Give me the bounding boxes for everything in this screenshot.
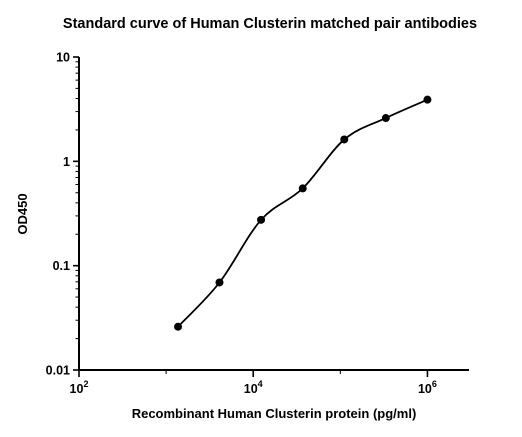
- data-point: [381, 114, 390, 123]
- data-point: [174, 322, 183, 331]
- x-axis-label: Recombinant Human Clusterin protein (pg/…: [132, 406, 417, 421]
- y-tick-label: 0.1: [53, 259, 70, 273]
- y-tick-label: 0.01: [46, 364, 70, 378]
- data-point: [340, 135, 349, 144]
- y-axis: 0.01 0.1 1 10: [46, 51, 80, 378]
- x-tick-label: 104: [244, 379, 263, 396]
- y-tick-label: 10: [56, 51, 70, 65]
- x-axis: 102 104 106: [70, 369, 469, 396]
- data-point: [423, 95, 432, 104]
- data-points: [174, 95, 432, 331]
- data-point: [298, 184, 307, 193]
- x-tick-label: 106: [418, 379, 437, 396]
- data-point: [257, 215, 266, 224]
- y-axis-label: OD450: [15, 193, 30, 234]
- fit-curve: [177, 98, 428, 328]
- x-tick-label: 102: [70, 379, 89, 396]
- y-tick-label: 1: [63, 155, 70, 169]
- chart-title: Standard curve of Human Clusterin matche…: [63, 16, 477, 32]
- data-point: [215, 278, 224, 287]
